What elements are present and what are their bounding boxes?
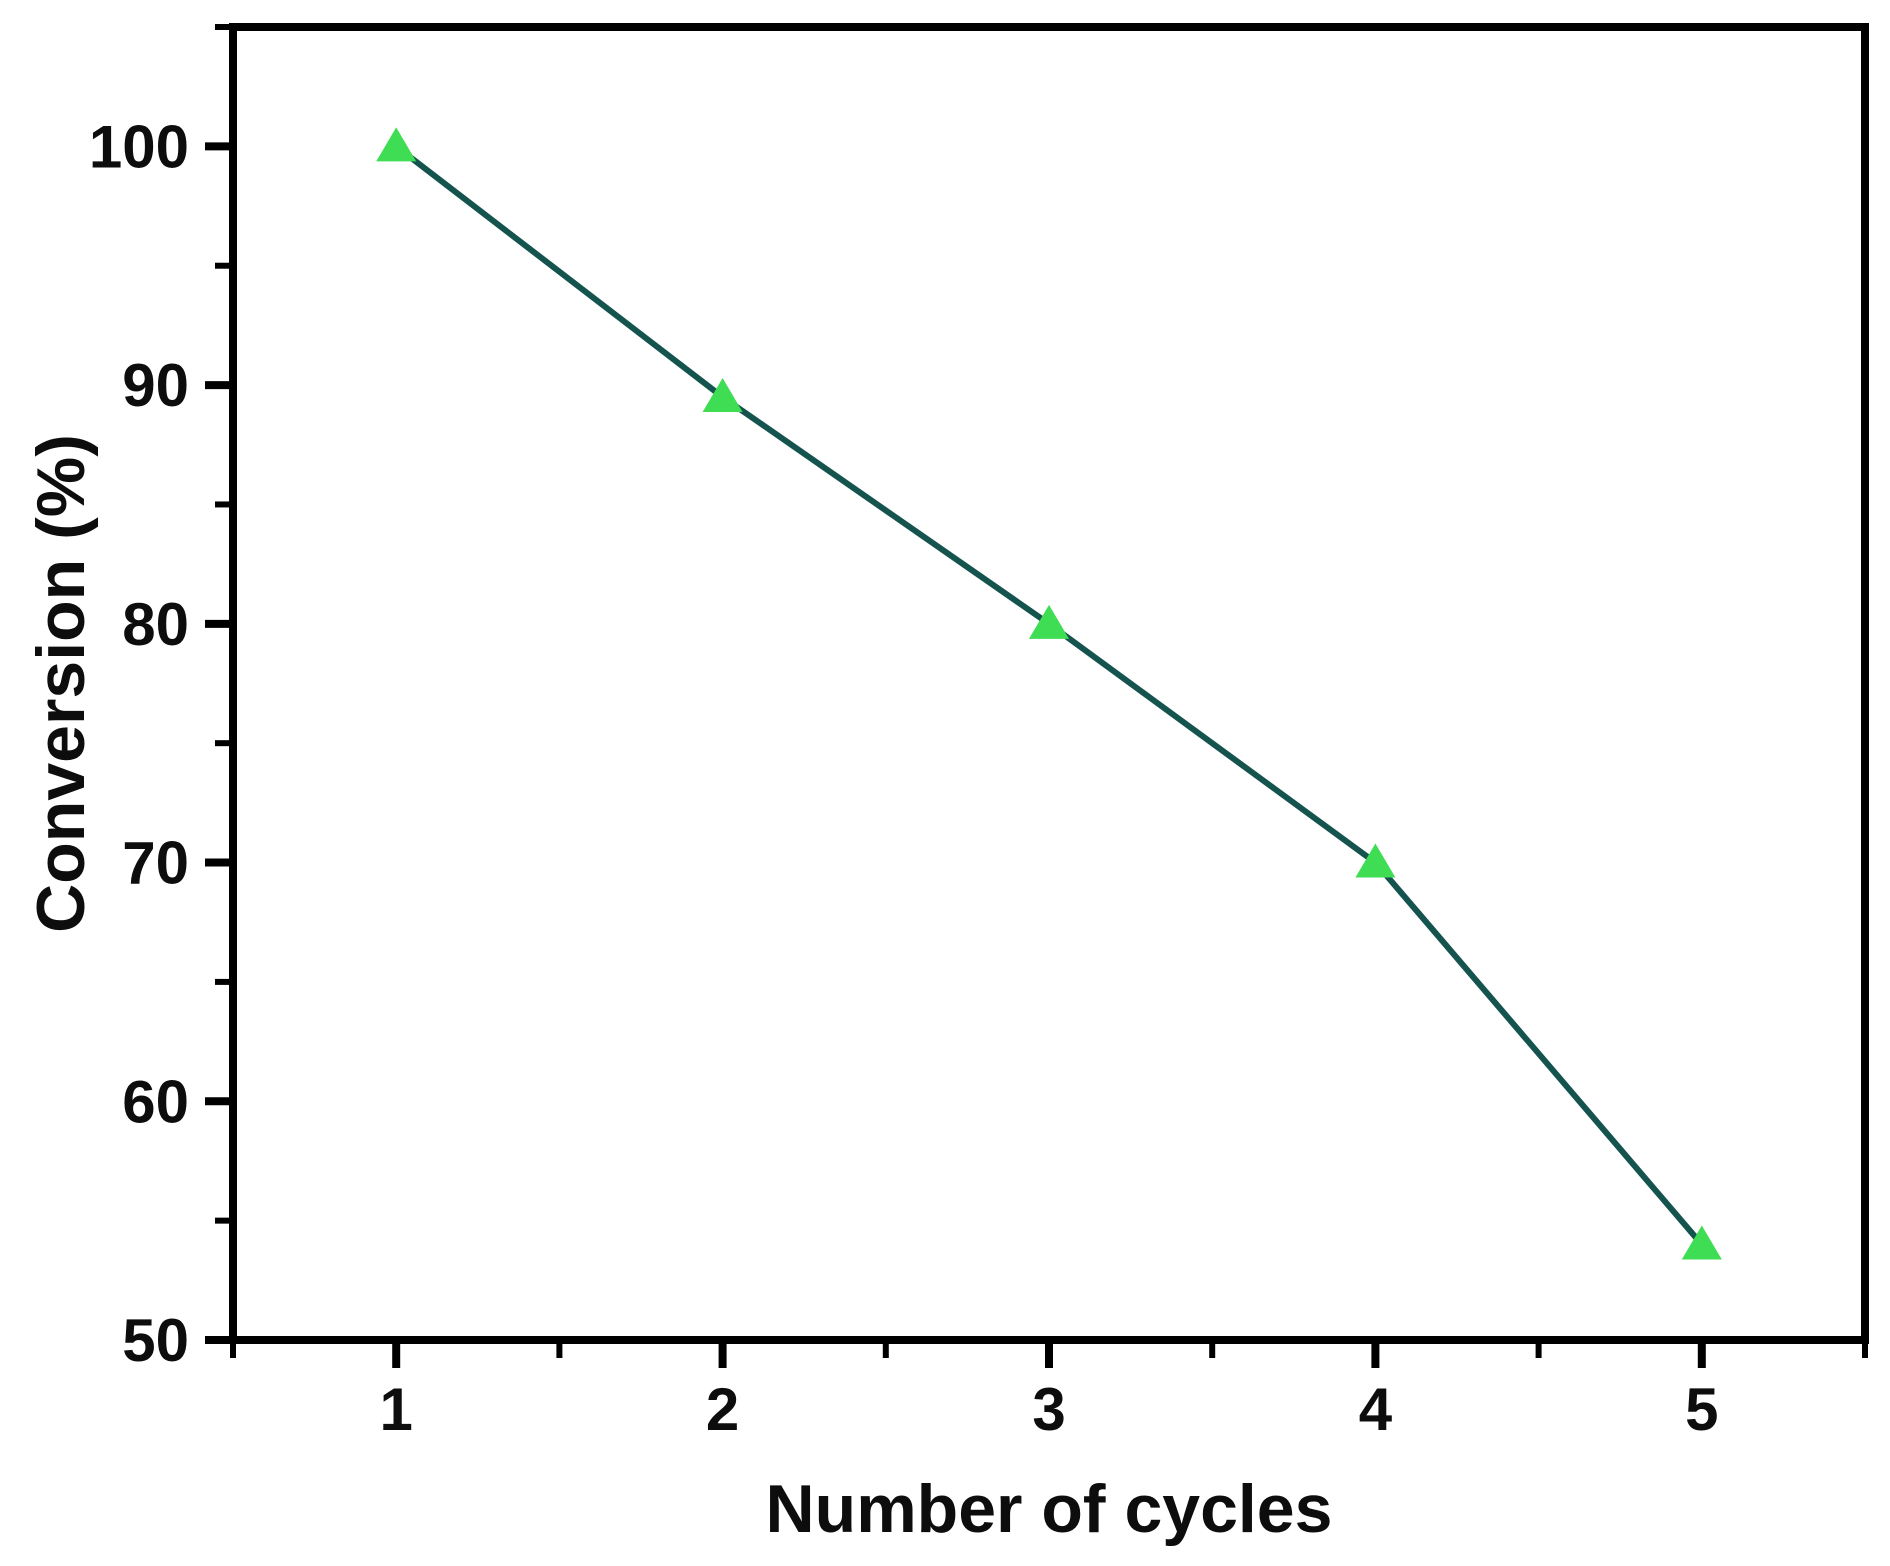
x-tick-label: 5 (1685, 1376, 1718, 1443)
y-axis-title: Conversion (%) (23, 434, 99, 933)
x-axis-title: Number of cycles (766, 1471, 1333, 1547)
y-tick-label: 70 (122, 830, 189, 897)
data-point-marker (1029, 604, 1069, 639)
data-point-marker (1355, 843, 1396, 878)
data-point-marker (376, 127, 417, 162)
x-tick-label: 2 (706, 1376, 739, 1443)
data-line (394, 143, 1705, 1247)
y-tick-label: 90 (122, 352, 189, 419)
plot-frame (229, 23, 1869, 1344)
x-tick-label: 4 (1359, 1376, 1393, 1443)
data-point-marker (1681, 1225, 1722, 1260)
y-tick-label: 100 (89, 113, 189, 180)
x-tick-label: 3 (1032, 1376, 1065, 1443)
x-tick-label: 1 (380, 1376, 413, 1443)
y-tick-label: 50 (122, 1307, 189, 1374)
y-tick-label: 80 (122, 591, 189, 658)
data-point-marker (702, 378, 743, 413)
y-tick-label: 60 (122, 1068, 189, 1135)
